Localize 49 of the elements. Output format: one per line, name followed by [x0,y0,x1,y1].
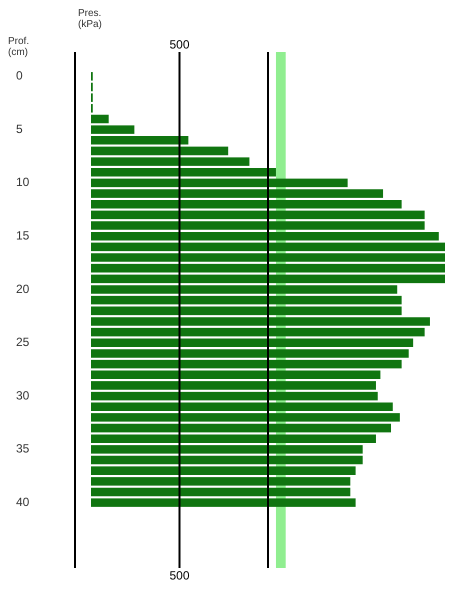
bar [91,328,425,336]
text: 500 [169,568,190,582]
bar [91,200,402,208]
y-tick-label: 10 [16,175,30,190]
bar [91,189,384,198]
bar [91,114,109,124]
bar [91,413,400,422]
bar [91,402,393,412]
bar [91,232,439,240]
bar [91,317,430,326]
bar [91,349,409,358]
y-tick-label: 0 [16,68,23,83]
bar [91,285,398,294]
bar [91,210,425,220]
x-axis-title: Pres. (kPa) [78,8,103,30]
y-tick-label: 15 [16,228,30,243]
bar [91,168,276,177]
bar [91,221,425,230]
bar [91,264,445,272]
bar [91,456,363,464]
bar [91,360,402,368]
bar [91,274,445,284]
bar [91,157,250,166]
y-axis-title: Prof. (cm) [8,36,30,58]
bar [91,477,350,486]
bar [91,306,402,316]
y-tick-label: 5 [16,122,23,136]
bar [91,125,134,134]
bar [91,242,445,252]
y-tick-label: 40 [16,494,30,509]
y-tick-label: 25 [16,335,30,350]
bar [91,392,378,400]
bar [91,253,445,262]
bar [91,338,414,348]
bar [91,498,356,507]
y-tick-label: 35 [16,442,30,456]
bar [91,370,380,380]
bar [91,445,363,454]
bar [91,434,376,443]
bar [91,381,376,390]
bar [91,466,356,475]
bar [91,146,228,156]
y-tick-label: 20 [16,282,30,296]
bar [91,424,392,432]
bar [91,296,402,304]
bar [91,136,188,145]
bar [91,178,348,188]
y-tick-label: 30 [16,388,30,402]
bar [91,488,350,496]
